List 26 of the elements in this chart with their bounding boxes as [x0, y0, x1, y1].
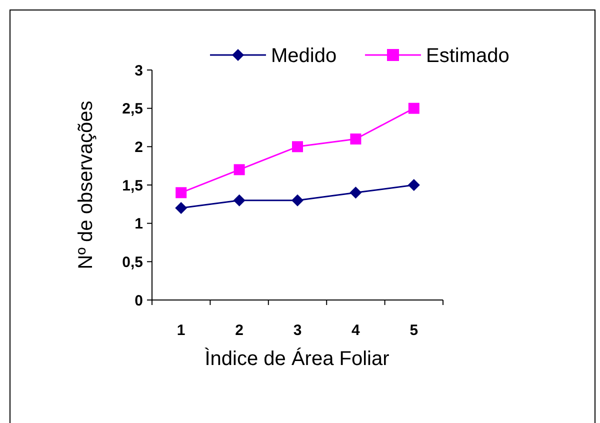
- point: [176, 187, 187, 198]
- y-tick-label: 1: [134, 216, 143, 233]
- point: [175, 202, 188, 214]
- y-tick-label: 0: [134, 292, 143, 310]
- point: [234, 164, 245, 176]
- y-tick-label: 0,5: [122, 254, 143, 271]
- point: [292, 141, 303, 152]
- point: [408, 102, 420, 114]
- x-tick-label: 3: [293, 322, 302, 339]
- point: [350, 186, 362, 199]
- legend-label: Medido: [271, 45, 337, 67]
- point: [233, 194, 246, 206]
- x-tick-label: 4: [352, 322, 361, 339]
- x-axis-title: Ìndice de Área Foliar: [204, 347, 390, 370]
- x-tick-label: 5: [410, 322, 418, 339]
- x-tick-label: 1: [176, 322, 186, 339]
- y-tick-label: 3: [134, 62, 143, 80]
- y-tick-label: 1,5: [122, 177, 143, 194]
- legend-label: Estimado: [426, 45, 510, 67]
- y-tick-label: 2: [134, 138, 143, 156]
- y-tick-label: 2,5: [122, 100, 143, 118]
- x-tick-label: 2: [235, 322, 244, 339]
- point: [408, 179, 420, 191]
- point: [292, 194, 304, 206]
- point: [350, 134, 362, 144]
- y-axis-title: Nº de observações: [75, 100, 97, 270]
